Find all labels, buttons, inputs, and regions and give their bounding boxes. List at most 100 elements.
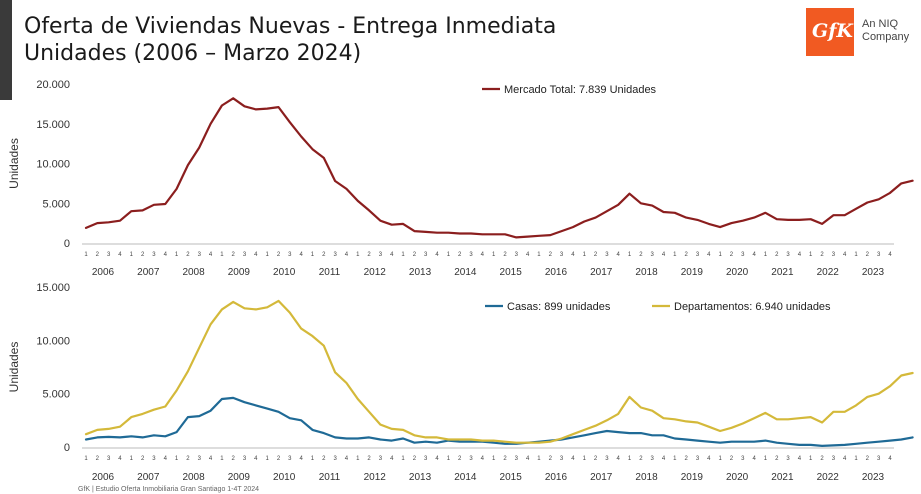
chart-1-quarter-tick-label: 3	[198, 252, 202, 258]
chart-1-quarter-tick-label: 3	[786, 252, 790, 258]
chart-2-quarter-tick-label: 3	[379, 456, 383, 462]
chart-2-quarter-tick-label: 4	[299, 456, 303, 462]
chart-1-year-label: 2007	[137, 267, 160, 278]
chart-2-quarter-tick-label: 2	[458, 456, 462, 462]
chart-2-quarter-tick-label: 1	[311, 456, 315, 462]
chart-1-quarter-tick-label: 2	[820, 252, 824, 258]
chart-2-quarter-tick-label: 3	[198, 456, 202, 462]
chart-1-quarter-tick-label: 4	[254, 252, 258, 258]
chart-1-quarter-tick-label: 2	[730, 252, 734, 258]
chart-1-quarter-tick-label: 1	[356, 252, 360, 258]
chart-2-quarter-tick-label: 4	[481, 456, 485, 462]
chart-1-quarter-tick-label: 3	[152, 252, 156, 258]
chart-2-quarter-tick-label: 4	[118, 456, 122, 462]
chart-1-quarter-tick-label: 1	[673, 252, 677, 258]
chart-1-quarter-tick-label: 4	[299, 252, 303, 258]
chart-2-year-label: 2021	[771, 472, 794, 483]
chart-2-quarter-tick-label: 4	[254, 456, 258, 462]
chart-1-quarter-tick-label: 2	[186, 252, 190, 258]
chart-2-quarter-tick-label: 3	[333, 456, 337, 462]
chart-1-quarter-tick-label: 1	[175, 252, 179, 258]
chart-1-quarter-tick-label: 4	[209, 252, 213, 258]
chart-2-quarter-tick-label: 3	[243, 456, 247, 462]
chart-2-quarter-tick-label: 2	[141, 456, 145, 462]
chart-2-quarter-tick-label: 2	[730, 456, 734, 462]
chart-1-quarter-tick-label: 2	[775, 252, 779, 258]
chart-1-quarter-tick-label: 3	[877, 252, 881, 258]
chart-2-quarter-tick-label: 2	[367, 456, 371, 462]
chart-1-year-label: 2023	[862, 267, 885, 278]
chart-1-quarter-tick-label: 4	[888, 252, 892, 258]
chart-1-quarter-tick-label: 2	[413, 252, 417, 258]
chart-1-quarter-tick-label: 3	[469, 252, 473, 258]
chart-1-year-label: 2016	[545, 267, 568, 278]
chart-2-year-label: 2013	[409, 472, 432, 483]
chart-2-quarter-tick-label: 2	[866, 456, 870, 462]
chart-1-quarter-tick-label: 1	[854, 252, 858, 258]
chart-2-quarter-tick-label: 1	[628, 456, 632, 462]
chart-1-quarter-tick-label: 4	[798, 252, 802, 258]
chart-2-quarter-tick-label: 3	[288, 456, 292, 462]
chart-1-year-label: 2009	[228, 267, 251, 278]
chart-1-quarter-tick-label: 2	[232, 252, 236, 258]
chart-2-year-label: 2010	[273, 472, 296, 483]
chart-2-year-label: 2007	[137, 472, 160, 483]
chart-1-year-label: 2011	[319, 267, 341, 278]
chart-2-quarter-tick-label: 4	[707, 456, 711, 462]
chart-2-quarter-tick-label: 3	[469, 456, 473, 462]
chart-2-quarter-tick-label: 1	[492, 456, 496, 462]
chart-2-y-tick-label: 15.000	[36, 282, 70, 294]
chart-2-quarter-tick-label: 1	[84, 456, 88, 462]
chart-2-year-label: 2012	[364, 472, 387, 483]
chart-1-quarter-tick-label: 3	[605, 252, 609, 258]
chart-1-quarter-tick-label: 3	[832, 252, 836, 258]
source-footnote: GfK | Estudio Oferta Inmobiliaria Gran S…	[78, 486, 260, 493]
chart-1-year-label: 2020	[726, 267, 749, 278]
chart-1-quarter-tick-label: 2	[322, 252, 326, 258]
chart-2-quarter-tick-label: 3	[424, 456, 428, 462]
chart-1-quarter-tick-label: 1	[537, 252, 541, 258]
chart-1-quarter-tick-label: 4	[118, 252, 122, 258]
title-accent-bar	[0, 0, 12, 100]
chart-2-quarter-tick-label: 3	[560, 456, 564, 462]
chart-1-legend-label-1: Mercado Total: 7.839 Unidades	[504, 84, 657, 96]
chart-2-quarter-tick-label: 4	[571, 456, 575, 462]
chart-1-y-tick-label: 0	[64, 238, 70, 250]
chart-1-quarter-tick-label: 2	[458, 252, 462, 258]
gfk-logo: GfK	[806, 8, 854, 56]
chart-2-quarter-tick-label: 1	[401, 456, 405, 462]
chart-1-quarter-tick-label: 3	[741, 252, 745, 258]
chart-1-quarter-tick-label: 2	[866, 252, 870, 258]
chart-2-y-tick-label: 5.000	[42, 389, 70, 401]
chart-2-year-label: 2020	[726, 472, 749, 483]
chart-1-quarter-tick-label: 2	[503, 252, 507, 258]
chart-1-quarter-tick-label: 3	[651, 252, 655, 258]
chart-1-quarter-tick-label: 4	[707, 252, 711, 258]
chart-1-year-label: 2019	[681, 267, 704, 278]
chart-2-quarter-tick-label: 3	[651, 456, 655, 462]
chart-2-quarter-tick-label: 3	[832, 456, 836, 462]
chart-2-quarter-tick-label: 4	[345, 456, 349, 462]
chart-2-quarter-tick-label: 1	[447, 456, 451, 462]
chart-1-quarter-tick-label: 3	[379, 252, 383, 258]
chart-2-quarter-tick-label: 1	[537, 456, 541, 462]
chart-1-quarter-tick-label: 3	[107, 252, 111, 258]
chart-2-quarter-tick-label: 4	[888, 456, 892, 462]
chart-2-quarter-tick-label: 4	[617, 456, 621, 462]
chart-2-year-label: 2016	[545, 472, 568, 483]
chart-2-year-label: 2015	[500, 472, 523, 483]
chart-1-year-label: 2006	[92, 267, 115, 278]
logo-subtitle: An NIQ Company	[862, 18, 909, 44]
chart-2-quarter-tick-label: 2	[549, 456, 553, 462]
chart-1-quarter-tick-label: 3	[288, 252, 292, 258]
chart-2-year-label: 2018	[635, 472, 658, 483]
chart-2-quarter-tick-label: 2	[639, 456, 643, 462]
chart-1-quarter-tick-label: 1	[492, 252, 496, 258]
chart-2-quarter-tick-label: 2	[232, 456, 236, 462]
chart-1-year-label: 2022	[817, 267, 840, 278]
chart-1-quarter-tick-label: 2	[367, 252, 371, 258]
chart-1-y-tick-label: 5.000	[42, 198, 70, 210]
chart-1-quarter-tick-label: 3	[560, 252, 564, 258]
chart-2-quarter-tick-label: 1	[718, 456, 722, 462]
